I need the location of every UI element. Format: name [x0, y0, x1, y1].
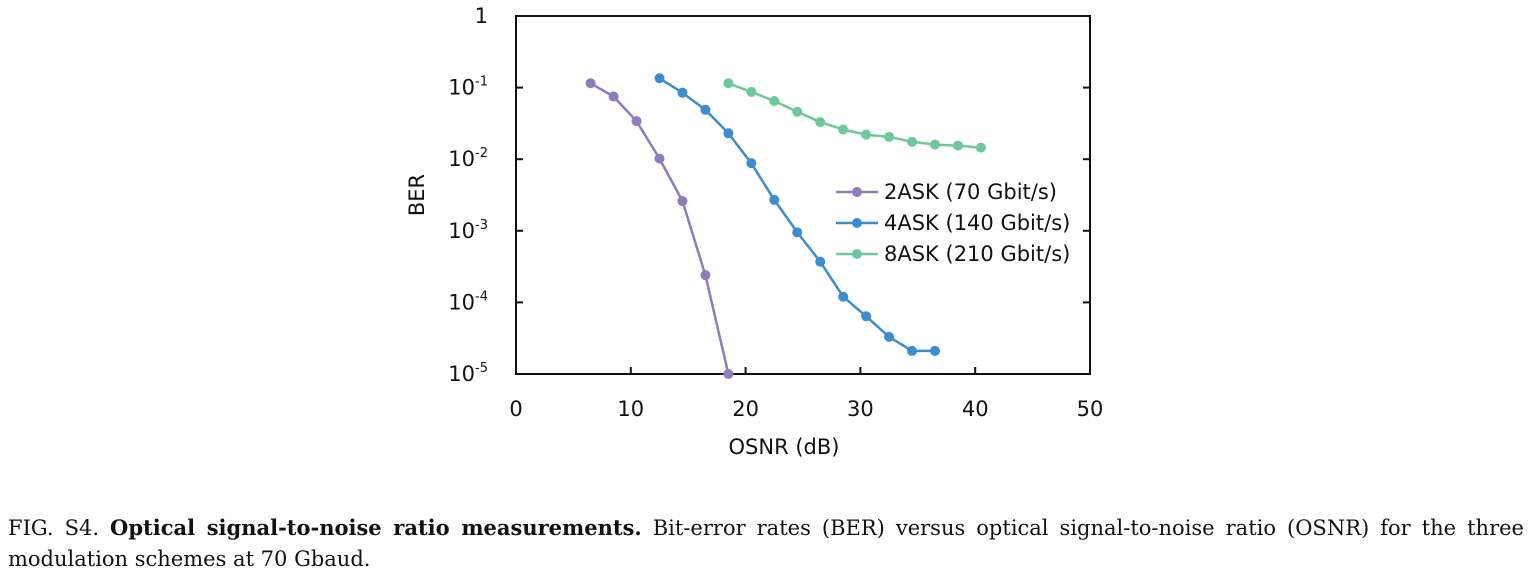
x-tick-label: 10 — [617, 397, 644, 421]
data-point — [654, 73, 665, 84]
legend-label: 2ASK (70 Gbit/s) — [884, 180, 1057, 204]
data-point — [884, 131, 895, 142]
data-point — [746, 86, 757, 97]
x-tick-label: 40 — [962, 397, 989, 421]
data-point — [861, 129, 872, 140]
data-point — [907, 136, 918, 147]
data-point — [723, 128, 734, 139]
data-point — [677, 196, 688, 207]
data-point — [975, 142, 986, 153]
data-point — [723, 369, 734, 379]
data-point — [792, 106, 803, 117]
data-point — [792, 227, 803, 238]
series-layer — [585, 73, 986, 379]
data-point — [884, 331, 895, 342]
x-tick-label: 50 — [1077, 397, 1104, 421]
legend-marker — [852, 249, 862, 259]
data-point — [815, 256, 826, 267]
data-point — [930, 345, 941, 356]
data-point — [700, 104, 711, 115]
x-axis-ticks: 0 10 20 30 40 50 — [509, 367, 1103, 421]
series-1 — [585, 78, 734, 379]
data-point — [700, 270, 711, 281]
data-point — [769, 194, 780, 205]
legend: 2ASK (70 Gbit/s) 4ASK (140 Gbit/s) 8ASK (2… — [836, 180, 1070, 266]
data-point — [746, 158, 757, 169]
data-point — [838, 124, 849, 135]
y-axis-ticks: 1 10-1 10-2 10-3 10-4 10-5 — [448, 4, 1090, 386]
legend-label: 8ASK (210 Gbit/s) — [884, 242, 1070, 266]
series-line — [589, 82, 730, 375]
y-tick-label: 10-3 — [448, 218, 488, 243]
legend-marker — [852, 187, 862, 197]
y-tick-label: 10-2 — [448, 146, 488, 171]
data-point — [654, 153, 665, 164]
data-point — [631, 116, 642, 127]
series-2 — [654, 73, 941, 356]
series-3 — [723, 78, 986, 153]
series-line — [727, 82, 982, 149]
data-point — [930, 139, 941, 150]
data-point — [723, 78, 734, 89]
data-point — [815, 117, 826, 128]
x-tick-label: 20 — [732, 397, 759, 421]
data-point — [838, 291, 849, 302]
data-point — [861, 311, 872, 322]
x-tick-label: 0 — [509, 397, 522, 421]
y-tick-label: 10-5 — [448, 361, 488, 386]
data-point — [677, 87, 688, 98]
y-tick-label: 10-4 — [448, 289, 488, 314]
caption-label: FIG. S4. — [8, 516, 100, 540]
data-point — [769, 95, 780, 106]
legend-label: 4ASK (140 Gbit/s) — [884, 211, 1070, 235]
y-tick-label: 1 — [475, 4, 488, 28]
caption-title: Optical signal-to-noise ratio measuremen… — [110, 515, 642, 540]
figure-caption: FIG. S4. Optical signal-to-noise ratio m… — [8, 512, 1524, 575]
data-point — [608, 91, 619, 102]
x-axis-title: OSNR (dB) — [729, 435, 840, 459]
data-point — [585, 78, 596, 89]
caption-text: Bit-error rates (BER) versus optical sig… — [8, 516, 1524, 571]
data-point — [907, 345, 918, 356]
plot-frame — [515, 15, 1091, 375]
y-tick-label: 10-1 — [448, 75, 488, 100]
data-point — [952, 140, 963, 151]
legend-marker — [852, 218, 862, 228]
y-axis-title: BER — [405, 174, 429, 216]
ber-vs-osnr-chart: 0 10 20 30 40 50 1 10-1 10-2 10-3 10-4 10-5 OSNR (… — [405, 4, 1103, 459]
x-tick-label: 30 — [847, 397, 874, 421]
